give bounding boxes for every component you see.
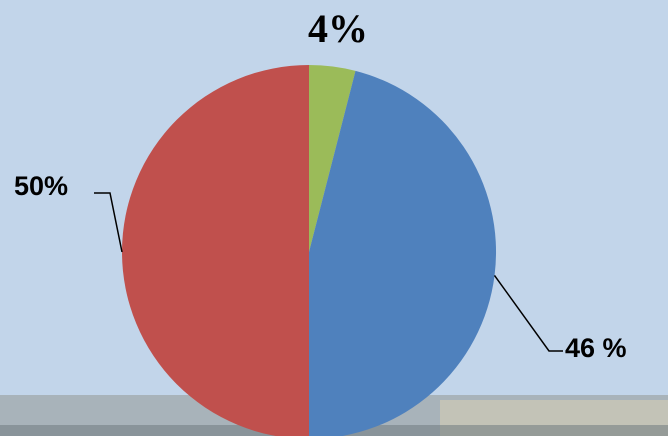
pie-slice-2 — [122, 65, 309, 436]
leader-lines — [94, 192, 563, 352]
data-labels: 4% 46 % 50% — [14, 6, 627, 363]
leader-line-2 — [94, 192, 123, 253]
pie-slices — [122, 65, 497, 436]
pie-slice-1 — [309, 70, 497, 436]
data-label-2: 50% — [14, 171, 68, 201]
data-label-1: 46 % — [565, 333, 627, 363]
leader-line-1 — [493, 274, 563, 352]
pie-slice-0 — [309, 65, 356, 252]
data-label-0: 4% — [308, 6, 368, 51]
